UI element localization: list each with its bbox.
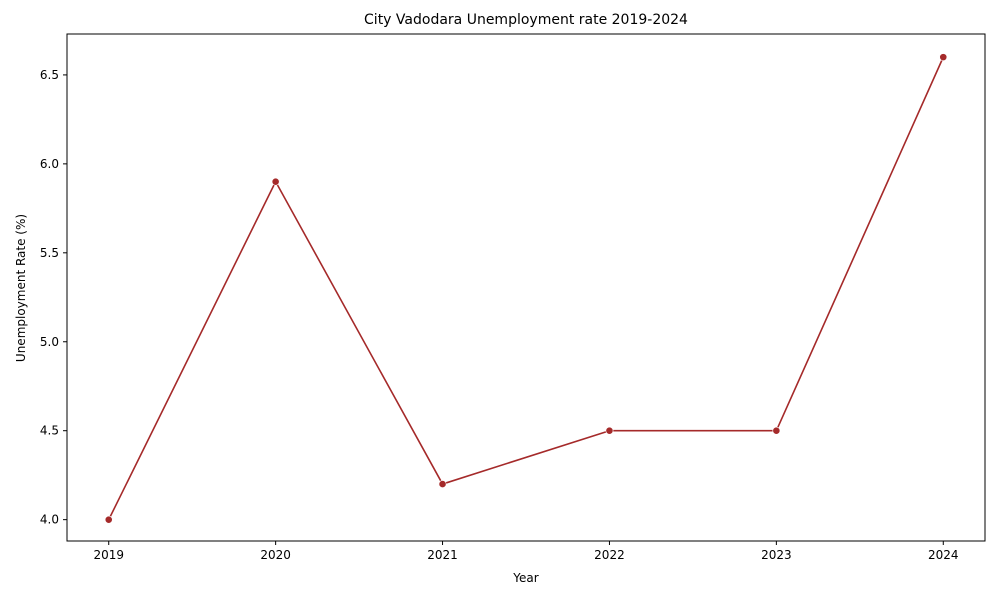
y-tick-label: 6.5 (40, 68, 59, 82)
x-tick-label: 2020 (260, 548, 291, 562)
plot-area (104, 53, 948, 524)
data-point (605, 426, 614, 435)
x-tick-label: 2019 (93, 548, 124, 562)
chart-title: City Vadodara Unemployment rate 2019-202… (364, 12, 688, 28)
y-axis-label: Unemployment Rate (%) (14, 214, 28, 362)
data-point (438, 480, 447, 488)
x-tick-label: 2023 (761, 548, 792, 562)
y-tick-label: 4.5 (40, 424, 59, 438)
series-line (108, 56, 945, 521)
x-tick-label: 2021 (427, 548, 458, 562)
data-point (772, 426, 781, 435)
y-tick-label: 5.5 (40, 246, 59, 260)
data-point (271, 177, 280, 186)
plot-frame (66, 33, 986, 542)
x-tick-label: 2022 (594, 548, 625, 562)
data-point (104, 515, 113, 524)
data-point (939, 53, 948, 62)
y-tick-label: 6.0 (40, 157, 59, 171)
x-axis-label: Year (512, 571, 538, 585)
x-tick-label: 2024 (928, 548, 959, 562)
y-tick-label: 5.0 (40, 335, 59, 349)
y-tick-label: 4.0 (40, 513, 59, 527)
